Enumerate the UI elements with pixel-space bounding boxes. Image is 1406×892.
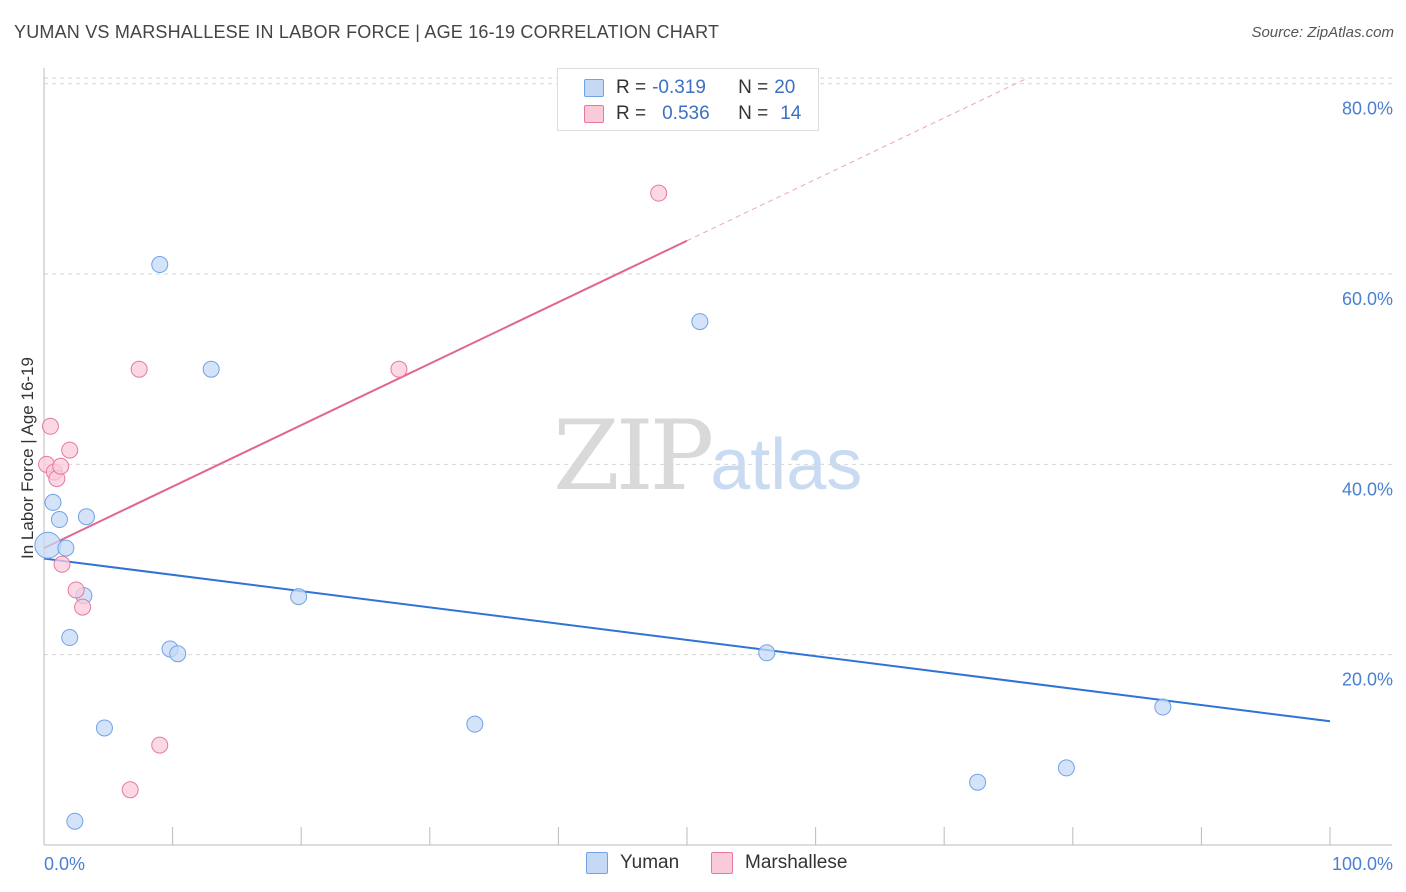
yuman-point-8 [95, 719, 113, 737]
watermark-zip: ZIP [553, 400, 714, 512]
yuman-point-2 [50, 511, 68, 529]
yuman-point-5 [66, 812, 84, 830]
y-tick-label-60: 60.0% [1342, 289, 1393, 309]
yuman-trend-line [43, 557, 1331, 723]
yuman-point-3 [57, 539, 75, 557]
watermark: ZIPatlas [553, 400, 862, 512]
marshallese-n-label: N = [738, 103, 769, 124]
yuman-point-15 [691, 313, 709, 331]
marshallese-point-5 [53, 555, 71, 573]
marshallese-point-11 [151, 736, 169, 754]
yuman-point-7 [77, 508, 95, 526]
grid-lines [44, 77, 1392, 656]
yuman-point-19 [1154, 698, 1172, 716]
y-axis-label: In Labor Force | Age 16-19 [18, 357, 37, 559]
yuman-r-value: -0.319 [652, 77, 706, 98]
bottom-marshallese-label: Marshallese [745, 852, 848, 873]
marshallese-swatch [584, 105, 604, 123]
marshallese-r-value: 0.536 [662, 103, 710, 124]
correlation-legend: R = -0.319 N = 20 R = 0.536 N = 14 [557, 68, 819, 131]
marshallese-point-6 [61, 441, 79, 459]
y-tick-label-80: 80.0% [1342, 99, 1393, 119]
yuman-point-12 [202, 360, 220, 378]
axes [43, 68, 1392, 846]
yuman-point-18 [1057, 759, 1075, 777]
yuman-point-17 [969, 773, 987, 791]
marshallese-point-7 [67, 581, 85, 599]
marshallese-trend-line [43, 239, 688, 549]
legend-row-yuman: R = -0.319 N = 20 [584, 76, 795, 100]
yuman-point-14 [466, 715, 484, 733]
y-tick-label-40: 40.0% [1342, 479, 1393, 499]
marshallese-point-1 [41, 417, 59, 435]
bottom-yuman-label: Yuman [620, 852, 680, 873]
yuman-swatch [584, 79, 604, 97]
marshallese-point-13 [650, 184, 668, 202]
yuman-point-9 [151, 256, 169, 274]
tick-labels: 20.0% 40.0% 60.0% 80.0% 0.0% 100.0% [44, 99, 1393, 874]
y-tick-label-20: 20.0% [1342, 670, 1393, 690]
marshallese-point-4 [52, 457, 70, 475]
source-label: Source: ZipAtlas.com [1251, 24, 1394, 41]
chart-title: YUMAN VS MARSHALLESE IN LABOR FORCE | AG… [14, 22, 720, 42]
trend-lines [43, 77, 1331, 723]
bottom-legend-yuman: Yuman [586, 852, 679, 874]
marshallese-r-label: R = [616, 103, 647, 124]
yuman-point-11 [169, 645, 187, 663]
yuman-point-4 [61, 629, 79, 647]
marshallese-point-12 [390, 360, 408, 378]
marshallese-n-value: 14 [780, 103, 802, 124]
marshallese-point-9 [121, 781, 139, 799]
bottom-yuman-swatch [586, 852, 608, 874]
yuman-n-label: N = [738, 77, 769, 98]
marshallese-point-8 [74, 598, 92, 616]
data-points [34, 184, 1172, 830]
marshallese-point-10 [130, 360, 148, 378]
x-tick-label-max: 100.0% [1332, 854, 1393, 874]
x-tick-label-min: 0.0% [44, 854, 85, 874]
legend-row-marshallese: R = 0.536 N = 14 [584, 102, 801, 126]
watermark-atlas: atlas [710, 425, 863, 505]
bottom-marshallese-swatch [711, 852, 733, 874]
yuman-r-label: R = [616, 77, 647, 98]
yuman-point-16 [758, 644, 776, 662]
yuman-point-13 [290, 588, 308, 606]
yuman-point-0 [34, 531, 62, 559]
yuman-point-1 [44, 493, 62, 511]
yuman-n-value: 20 [774, 77, 796, 98]
bottom-legend-marshallese: Marshallese [711, 852, 847, 874]
